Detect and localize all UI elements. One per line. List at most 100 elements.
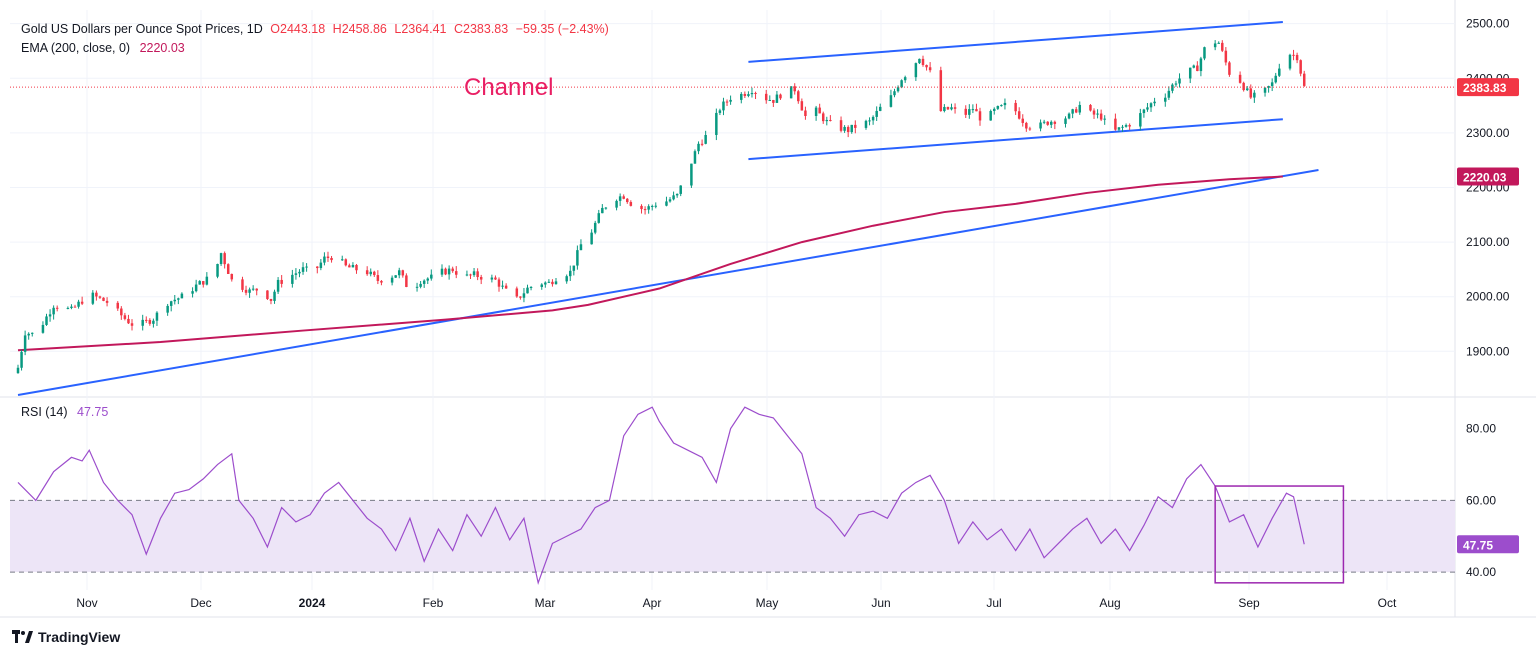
candle-body bbox=[743, 93, 747, 96]
brand-text: TradingView bbox=[38, 629, 121, 645]
candle-body bbox=[522, 293, 526, 298]
candle-body bbox=[918, 58, 921, 64]
candle-body bbox=[451, 268, 454, 272]
candle-body bbox=[148, 319, 152, 324]
candle-body bbox=[1249, 88, 1253, 98]
candle-body bbox=[921, 58, 925, 65]
candle-body bbox=[1196, 65, 1199, 72]
candle-body bbox=[454, 271, 458, 275]
candle-body bbox=[1274, 75, 1277, 83]
candle-body bbox=[504, 285, 508, 289]
candle-body bbox=[401, 270, 405, 276]
ema-price-tag: 2220.03 bbox=[1463, 171, 1507, 185]
time-tick-label: Oct bbox=[1378, 596, 1397, 610]
candle-body bbox=[369, 271, 372, 275]
legend-low: L2364.41 bbox=[394, 22, 447, 36]
candle-body bbox=[779, 94, 782, 99]
trendlines bbox=[17, 21, 1319, 396]
candle-body bbox=[397, 270, 401, 276]
candle-body bbox=[1224, 50, 1228, 63]
rsi-tick-label: 60.00 bbox=[1466, 493, 1496, 507]
candle-body bbox=[380, 280, 383, 283]
candle-body bbox=[1067, 113, 1071, 119]
candle-body bbox=[394, 275, 397, 278]
candle-body bbox=[248, 289, 251, 293]
candle-body bbox=[219, 253, 223, 264]
candle-body bbox=[166, 305, 169, 313]
candle-body bbox=[476, 271, 479, 278]
candle-body bbox=[316, 266, 319, 269]
candle-body bbox=[1025, 122, 1028, 129]
candle-body bbox=[1228, 62, 1231, 75]
tradingview-logo[interactable]: TradingView bbox=[12, 629, 120, 645]
candle-body bbox=[1053, 121, 1057, 124]
time-axis: Nov Dec 2024 Feb Mar Apr May Jun Jul Aug Sep Oct bbox=[76, 596, 1397, 610]
rsi-value-tag-bg bbox=[1457, 535, 1519, 554]
price-tick-label: 2000.00 bbox=[1466, 290, 1510, 304]
candle-body bbox=[704, 134, 707, 144]
legend-change: −59.35 (−2.43%) bbox=[515, 22, 609, 36]
rsi-line bbox=[17, 406, 1305, 585]
candle-body bbox=[1050, 121, 1053, 125]
candle-body bbox=[1142, 109, 1146, 114]
candle-body bbox=[1092, 110, 1096, 115]
candle-body bbox=[1221, 42, 1224, 51]
legend-rsi: RSI (14) 47.75 bbox=[21, 405, 108, 419]
time-tick-label: Nov bbox=[76, 596, 97, 610]
candle-body bbox=[864, 120, 868, 128]
candle-body bbox=[1217, 42, 1220, 44]
time-tick-label: Apr bbox=[643, 596, 662, 610]
candle-body bbox=[943, 106, 946, 112]
candle-body bbox=[351, 264, 355, 268]
candle-body bbox=[152, 320, 155, 324]
time-tick-label: Jun bbox=[871, 596, 890, 610]
candle-body bbox=[251, 288, 255, 290]
candle-body bbox=[501, 285, 504, 287]
candle-body bbox=[989, 110, 992, 121]
candle-body bbox=[715, 112, 718, 135]
candle-body bbox=[569, 270, 572, 277]
ema-price-tag-bg bbox=[1457, 167, 1519, 186]
candle-body bbox=[1028, 128, 1032, 130]
candle-body bbox=[928, 67, 932, 71]
time-tick-label: Aug bbox=[1099, 596, 1120, 610]
candle-body bbox=[768, 99, 772, 101]
rsi-band-fill bbox=[10, 500, 1455, 573]
candle-body bbox=[875, 110, 878, 117]
candle-body bbox=[319, 262, 323, 269]
candle-body bbox=[754, 92, 757, 94]
candle-body bbox=[572, 265, 576, 271]
candle-body bbox=[893, 91, 896, 96]
candle-body bbox=[291, 274, 294, 284]
candle-body bbox=[255, 288, 258, 291]
candle-body bbox=[750, 92, 754, 95]
candle-body bbox=[540, 284, 544, 287]
candle-body bbox=[120, 308, 123, 316]
candle-body bbox=[1153, 101, 1156, 104]
candle-body bbox=[544, 282, 547, 285]
candle-body bbox=[1039, 122, 1042, 129]
candle-body bbox=[950, 107, 953, 110]
candle-body bbox=[601, 207, 604, 214]
candle-body bbox=[1121, 126, 1124, 128]
time-tick-label: 2024 bbox=[299, 596, 326, 610]
last-price-tag-bg bbox=[1457, 78, 1519, 97]
candle-body bbox=[529, 286, 533, 288]
candle-body bbox=[55, 307, 59, 309]
candle-body bbox=[690, 163, 693, 186]
price-tick-label: 2300.00 bbox=[1466, 126, 1510, 140]
candle-body bbox=[419, 283, 422, 287]
candle-body bbox=[440, 268, 444, 275]
candle-body bbox=[323, 256, 326, 263]
candle-body bbox=[273, 291, 276, 301]
candle-body bbox=[202, 281, 205, 285]
candle-body bbox=[205, 276, 209, 285]
candle-body bbox=[1089, 104, 1092, 111]
channel-upper-line bbox=[748, 21, 1283, 63]
candle-body bbox=[426, 278, 429, 281]
candle-body bbox=[497, 279, 501, 287]
candle-body bbox=[576, 250, 579, 266]
candle-body bbox=[697, 143, 700, 152]
candle-body bbox=[740, 93, 743, 100]
